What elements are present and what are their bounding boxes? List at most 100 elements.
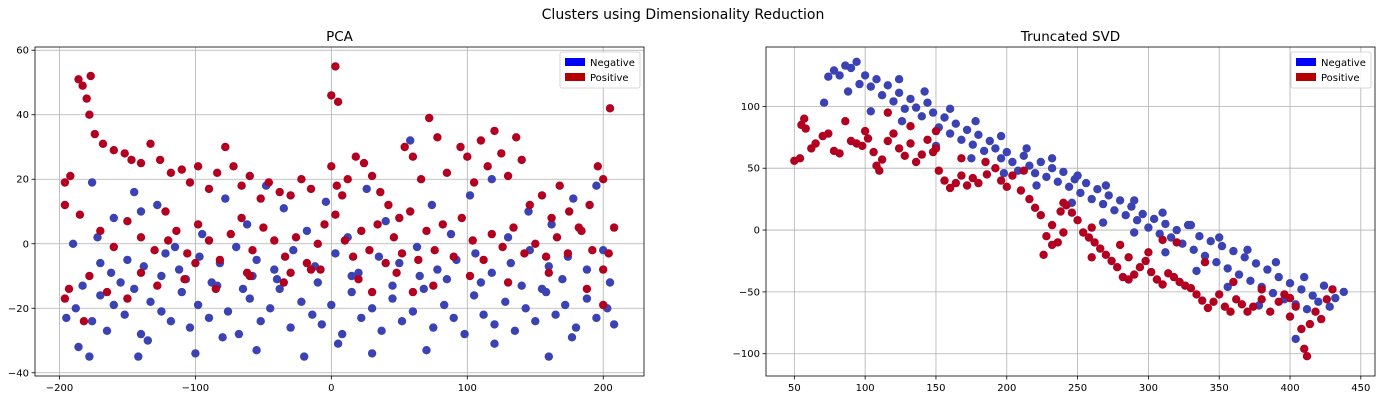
positive-point bbox=[96, 226, 105, 236]
negative-point bbox=[877, 91, 887, 100]
positive-point bbox=[1135, 263, 1145, 272]
negative-point bbox=[968, 140, 977, 149]
negative-point bbox=[317, 320, 326, 329]
positive-point bbox=[64, 284, 74, 294]
positive-point bbox=[555, 181, 564, 190]
positive-point bbox=[1209, 297, 1218, 306]
negative-point bbox=[1161, 219, 1170, 229]
positive-point bbox=[351, 152, 360, 161]
x-tick-label: 200 bbox=[997, 383, 1016, 394]
negative-point bbox=[1161, 248, 1170, 257]
positive-point bbox=[155, 155, 165, 165]
negative-point bbox=[1195, 232, 1204, 241]
positive-point bbox=[204, 236, 214, 245]
positive-point bbox=[333, 97, 343, 107]
y-tick-label: 20 bbox=[16, 175, 29, 186]
negative-point bbox=[1285, 279, 1295, 288]
y-tick-label: 0 bbox=[23, 239, 29, 250]
negative-point bbox=[297, 297, 306, 306]
positive-point bbox=[429, 281, 438, 290]
negative-point bbox=[245, 294, 254, 303]
positive-point bbox=[577, 226, 586, 236]
negative-point bbox=[1098, 199, 1108, 209]
positive-point bbox=[604, 249, 613, 258]
positive-point bbox=[1317, 314, 1326, 324]
positive-point bbox=[74, 75, 83, 84]
negative-point bbox=[429, 323, 438, 332]
negative-point bbox=[272, 275, 282, 284]
positive-point bbox=[357, 226, 366, 236]
positive-point bbox=[795, 154, 805, 163]
positive-point bbox=[327, 91, 336, 100]
positive-point bbox=[1124, 275, 1133, 284]
negative-point bbox=[174, 265, 184, 274]
positive-point bbox=[858, 141, 867, 151]
positive-point bbox=[161, 207, 170, 216]
y-tick-label: 60 bbox=[16, 46, 29, 57]
positive-point bbox=[177, 165, 186, 174]
negative-point bbox=[510, 326, 520, 335]
negative-point bbox=[120, 310, 129, 319]
positive-point bbox=[1169, 272, 1179, 282]
negative-point bbox=[1200, 251, 1210, 261]
negative-point bbox=[71, 304, 81, 313]
negative-point bbox=[490, 339, 499, 348]
negative-point bbox=[1132, 216, 1142, 225]
positive-point bbox=[343, 175, 352, 184]
positive-point bbox=[286, 268, 295, 277]
positive-point bbox=[433, 133, 442, 142]
positive-point bbox=[917, 150, 926, 159]
negative-point bbox=[333, 339, 343, 348]
negative-point bbox=[1243, 245, 1252, 254]
negative-point bbox=[985, 136, 994, 146]
negative-point bbox=[1047, 154, 1057, 163]
negative-point bbox=[143, 336, 152, 345]
positive-point bbox=[320, 220, 329, 229]
positive-point bbox=[1087, 253, 1096, 262]
positive-point bbox=[316, 265, 325, 274]
negative-point bbox=[945, 104, 955, 114]
positive-point bbox=[968, 173, 977, 183]
positive-point bbox=[204, 184, 214, 194]
legend: Negative Positive bbox=[559, 51, 641, 89]
positive-point bbox=[906, 122, 915, 131]
negative-point bbox=[1325, 302, 1334, 311]
positive-point bbox=[509, 223, 518, 232]
negative-point bbox=[824, 72, 833, 81]
negative-point bbox=[829, 66, 839, 75]
negative-point bbox=[388, 294, 397, 303]
negative-point bbox=[967, 154, 976, 163]
positive-point bbox=[381, 258, 390, 268]
negative-point bbox=[1008, 157, 1017, 167]
negative-point bbox=[1030, 169, 1040, 178]
positive-point bbox=[259, 223, 268, 232]
positive-point bbox=[996, 176, 1006, 185]
positive-point bbox=[1101, 250, 1111, 259]
negative-point bbox=[872, 75, 881, 84]
positive-point bbox=[136, 268, 146, 277]
positive-point bbox=[340, 236, 350, 245]
negative-point bbox=[242, 220, 252, 229]
pca-chart: PCA−200 −100 0 100 200−40−200204060NegativeP… bbox=[8, 29, 645, 394]
positive-point bbox=[275, 187, 284, 197]
positive-point bbox=[248, 246, 257, 255]
negative-point bbox=[367, 304, 377, 313]
y-tick-label: −40 bbox=[8, 368, 29, 379]
negative-point bbox=[136, 329, 146, 339]
negative-point bbox=[1130, 196, 1139, 205]
negative-point bbox=[62, 313, 71, 323]
positive-point bbox=[237, 213, 246, 223]
positive-point bbox=[1107, 256, 1116, 266]
negative-point bbox=[1064, 182, 1074, 191]
positive-point bbox=[1036, 211, 1046, 220]
negative-point bbox=[106, 268, 116, 277]
positive-point bbox=[800, 114, 809, 123]
negative-point bbox=[835, 71, 844, 80]
positive-point bbox=[408, 287, 418, 297]
positive-point bbox=[1285, 312, 1295, 321]
positive-point bbox=[1090, 238, 1099, 247]
positive-point bbox=[331, 62, 340, 71]
positive-point bbox=[348, 252, 358, 261]
legend-negative-swatch bbox=[1296, 58, 1316, 66]
positive-point bbox=[1008, 171, 1017, 180]
